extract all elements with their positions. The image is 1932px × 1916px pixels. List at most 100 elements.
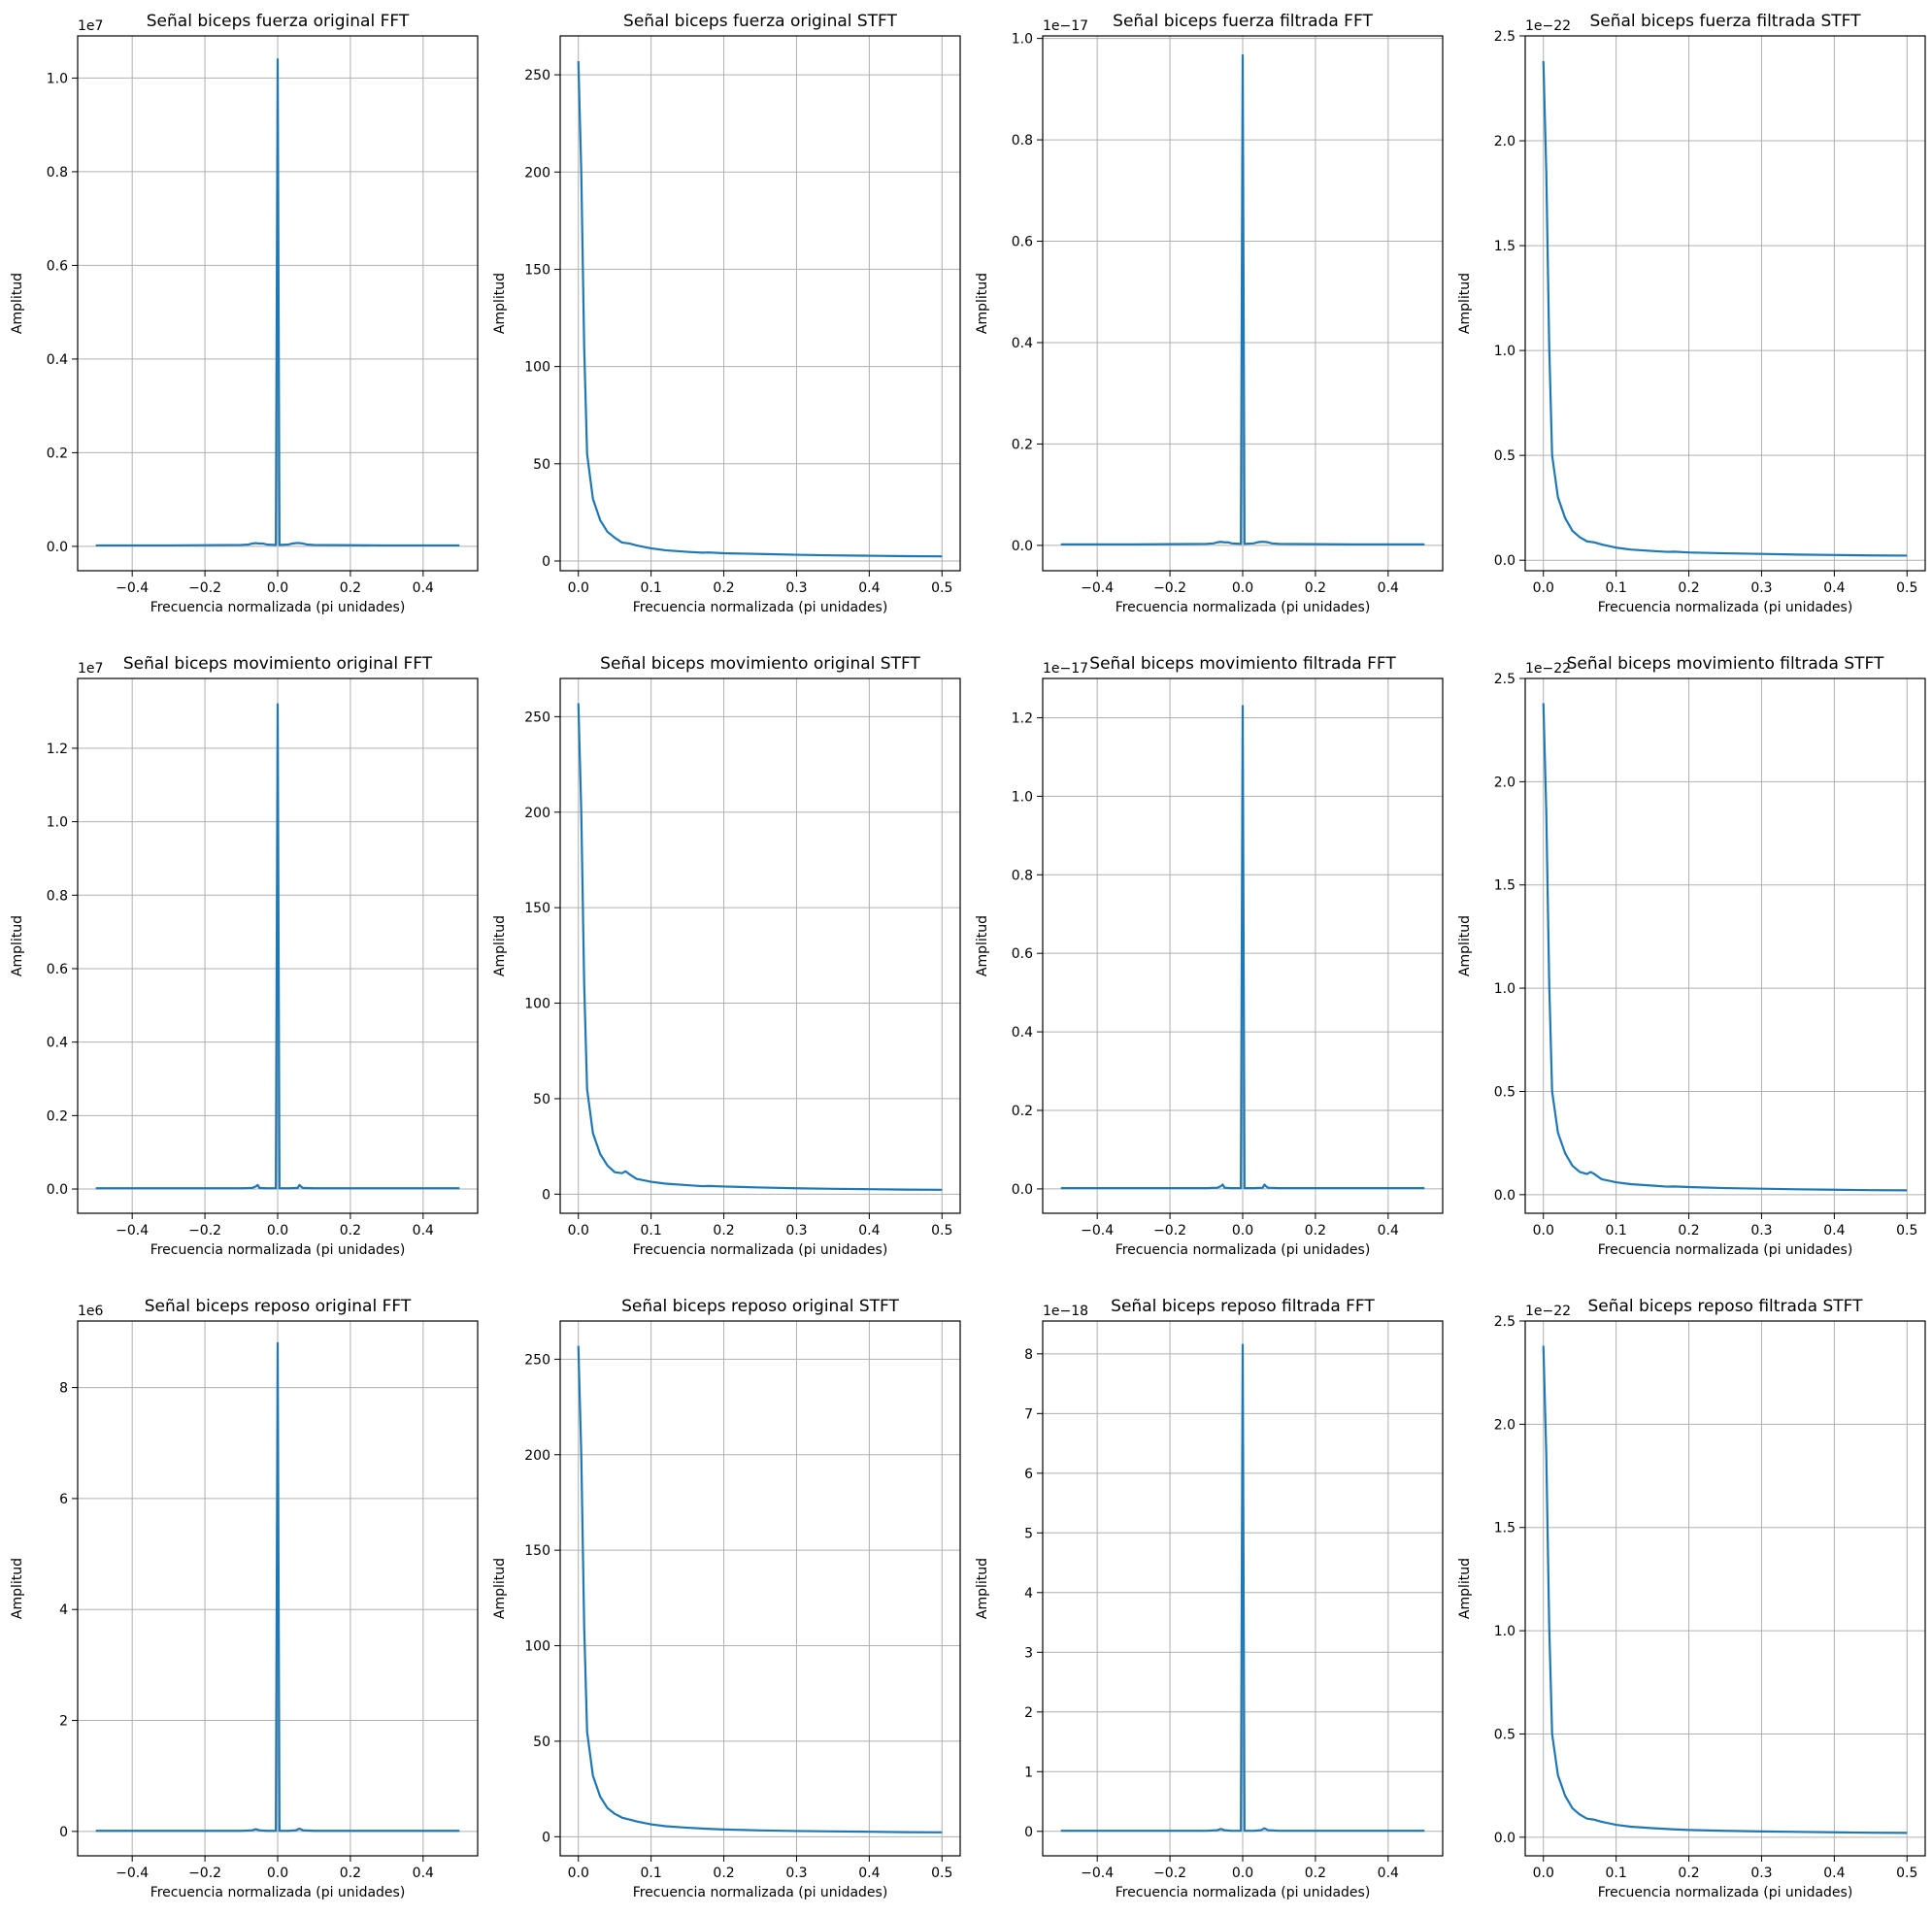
subplot: −0.4 −0.2 0.0 0.2 0.4 0 2 4 6 8 Señal biceps repos… bbox=[10, 1297, 479, 1900]
y-tick-label: 6 bbox=[1024, 1467, 1033, 1482]
series-line bbox=[577, 703, 943, 1191]
y-tick-label: 0.5 bbox=[1494, 1084, 1516, 1100]
y-tick-label: 0.4 bbox=[47, 1036, 68, 1051]
x-tick-label: 0.2 bbox=[340, 1866, 361, 1881]
series-line bbox=[577, 61, 943, 558]
y-tick-label: 7 bbox=[1024, 1406, 1033, 1422]
y-tick-label: 1.0 bbox=[1494, 344, 1516, 359]
subplot: 0.0 0.1 0.2 0.3 0.4 0.5 0 50 100 150 200 250 Señal b… bbox=[492, 12, 961, 615]
axis-offset-label: 1e−22 bbox=[1525, 18, 1571, 34]
x-tick-label: 0.2 bbox=[713, 580, 734, 596]
y-axis-label: Amplitud bbox=[975, 915, 990, 976]
x-axis-label: Frecuencia normalizada (pi unidades) bbox=[1598, 600, 1853, 615]
subplot-title: Señal biceps reposo original FFT bbox=[145, 1297, 412, 1316]
x-tick-label: 0.4 bbox=[413, 1866, 434, 1881]
y-tick-label: 1.0 bbox=[1494, 981, 1516, 997]
x-tick-label: 0.3 bbox=[785, 1223, 807, 1239]
y-tick-label: 2.5 bbox=[1494, 1314, 1516, 1330]
subplot: 0.0 0.1 0.2 0.3 0.4 0.5 0 50 100 150 200 250 Señal b… bbox=[492, 1297, 961, 1900]
subplot: 0.0 0.1 0.2 0.3 0.4 0.5 0 50 100 150 200 250 Señal b… bbox=[492, 654, 961, 1258]
subplot: 0.0 0.1 0.2 0.3 0.4 0.5 0.0 0.5 1.0 1.5 2.0 2.5 Seña… bbox=[1457, 1297, 1926, 1900]
y-tick-label: 2.0 bbox=[1494, 1417, 1516, 1433]
y-tick-label: 0.4 bbox=[47, 352, 68, 368]
y-tick-label: 0 bbox=[542, 1830, 550, 1845]
y-tick-label: 0.0 bbox=[47, 1182, 68, 1198]
y-tick-label: 250 bbox=[524, 1352, 550, 1368]
axes-frame bbox=[1524, 1320, 1926, 1857]
x-tick-label: 0.0 bbox=[568, 1223, 589, 1239]
axes-frame bbox=[1524, 35, 1926, 572]
y-tick-label: 1.5 bbox=[1494, 239, 1516, 254]
y-tick-label: 0.0 bbox=[1494, 1831, 1516, 1846]
y-tick-label: 50 bbox=[533, 1734, 550, 1750]
axes-frame bbox=[559, 1320, 961, 1857]
subplot: −0.4 −0.2 0.0 0.2 0.4 0 1 2 3 4 5 6 7 8 Señal biceps r… bbox=[975, 1297, 1444, 1900]
x-tick-label: 0.3 bbox=[1750, 1223, 1772, 1239]
x-tick-label: 0.4 bbox=[413, 1223, 434, 1239]
y-tick-label: 6 bbox=[59, 1492, 68, 1507]
subplot-title: Señal biceps fuerza original FFT bbox=[147, 12, 410, 31]
subplot-title: Señal biceps movimiento filtrada STFT bbox=[1567, 654, 1884, 674]
y-tick-label: 100 bbox=[524, 1639, 550, 1655]
grid bbox=[560, 1321, 960, 1856]
y-axis-label: Amplitud bbox=[10, 915, 25, 976]
x-tick-label: −0.2 bbox=[1153, 1866, 1186, 1881]
series-line bbox=[95, 58, 460, 547]
y-tick-label: 1.0 bbox=[1012, 789, 1033, 805]
x-tick-label: 0.0 bbox=[568, 1866, 589, 1881]
x-tick-label: 0.3 bbox=[1750, 580, 1772, 596]
x-axis-label: Frecuencia normalizada (pi unidades) bbox=[1598, 1242, 1853, 1258]
y-tick-label: 1.0 bbox=[1494, 1624, 1516, 1639]
y-tick-label: 150 bbox=[524, 901, 550, 916]
grid bbox=[1525, 1320, 1925, 1856]
y-tick-label: 0.5 bbox=[1494, 1727, 1516, 1742]
x-tick-label: 0.4 bbox=[1378, 1223, 1399, 1239]
series-line bbox=[1542, 60, 1908, 557]
y-tick-label: 1.2 bbox=[47, 742, 68, 757]
subplot-title: Señal biceps fuerza filtrada STFT bbox=[1589, 12, 1861, 31]
y-axis-label: Amplitud bbox=[492, 273, 508, 334]
x-tick-label: 0.4 bbox=[413, 580, 434, 596]
y-tick-label: 250 bbox=[524, 710, 550, 725]
subplot-title: Señal biceps movimiento original STFT bbox=[600, 654, 920, 674]
x-tick-label: 0.5 bbox=[1896, 1223, 1917, 1239]
y-tick-label: 0.6 bbox=[47, 962, 68, 977]
x-tick-label: −0.2 bbox=[188, 1223, 221, 1239]
x-tick-label: 0.0 bbox=[1232, 580, 1253, 596]
grid bbox=[560, 678, 960, 1213]
y-axis-label: Amplitud bbox=[1457, 1558, 1473, 1619]
y-axis-label: Amplitud bbox=[492, 915, 508, 976]
y-tick-label: 2.0 bbox=[1494, 134, 1516, 149]
x-tick-label: 0.0 bbox=[1533, 1866, 1554, 1881]
y-tick-label: 1.5 bbox=[1494, 1521, 1516, 1536]
x-tick-label: 0.5 bbox=[1896, 1866, 1917, 1881]
x-tick-label: 0.2 bbox=[713, 1223, 734, 1239]
y-tick-label: 1 bbox=[1024, 1765, 1033, 1780]
axis-offset-label: 1e−22 bbox=[1525, 661, 1571, 677]
x-tick-label: 0.5 bbox=[931, 1866, 952, 1881]
y-tick-label: 1.2 bbox=[1012, 710, 1033, 726]
y-tick-label: 0.8 bbox=[1012, 868, 1033, 883]
x-axis-label: Frecuencia normalizada (pi unidades) bbox=[150, 1242, 406, 1258]
subplot: 0.0 0.1 0.2 0.3 0.4 0.5 0.0 0.5 1.0 1.5 2.0 2.5 Seña… bbox=[1457, 654, 1926, 1258]
x-tick-label: 0.3 bbox=[785, 1866, 807, 1881]
axis-offset-label: 1e6 bbox=[78, 1304, 104, 1319]
y-axis-label: Amplitud bbox=[975, 273, 990, 334]
y-tick-label: 0.0 bbox=[1012, 539, 1033, 554]
x-tick-label: 0.2 bbox=[1305, 580, 1326, 596]
x-tick-label: 0.4 bbox=[858, 1866, 880, 1881]
y-tick-label: 2.5 bbox=[1494, 672, 1516, 687]
y-tick-label: 100 bbox=[524, 360, 550, 376]
y-tick-label: 1.0 bbox=[47, 815, 68, 831]
y-tick-label: 100 bbox=[524, 997, 550, 1012]
x-tick-label: 0.4 bbox=[1823, 1866, 1845, 1881]
x-axis-label: Frecuencia normalizada (pi unidades) bbox=[633, 600, 888, 615]
y-tick-label: 5 bbox=[1024, 1526, 1033, 1541]
x-axis-label: Frecuencia normalizada (pi unidades) bbox=[633, 1242, 888, 1258]
x-tick-label: 0.4 bbox=[858, 1223, 880, 1239]
y-tick-label: 0.0 bbox=[1494, 1188, 1516, 1204]
x-tick-label: 0.4 bbox=[1378, 580, 1399, 596]
y-tick-label: 200 bbox=[524, 165, 550, 181]
x-tick-label: −0.4 bbox=[116, 580, 149, 596]
x-axis-label: Frecuencia normalizada (pi unidades) bbox=[1116, 1885, 1371, 1900]
